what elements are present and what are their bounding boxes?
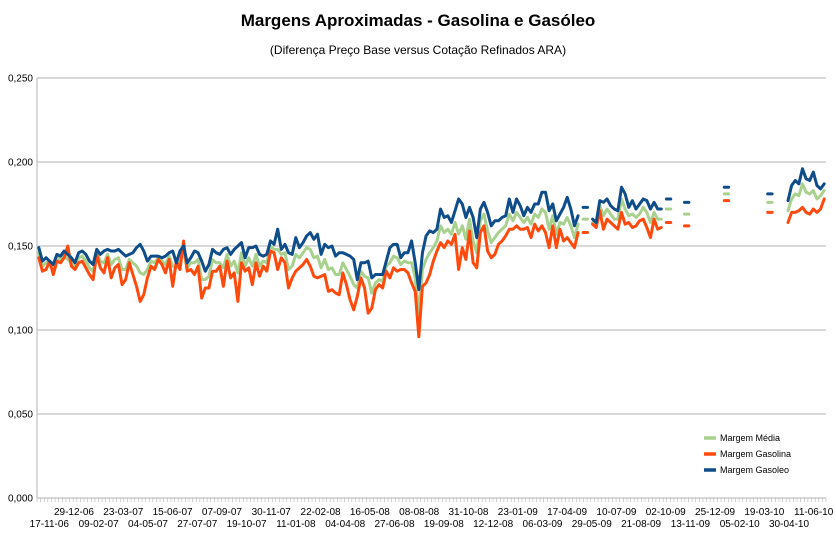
x-tick-label: 16-05-08 (350, 507, 390, 518)
series-1 (37, 197, 826, 339)
legend-label: Margem Média (720, 433, 780, 443)
x-tick-label: 06-03-09 (522, 519, 562, 530)
x-tick-label: 23-01-09 (498, 507, 538, 518)
plot-area: 0,0000,0500,1000,1500,2000,25017-11-0629… (8, 74, 834, 531)
series-line (786, 182, 826, 213)
x-tick-label: 11-06-10 (794, 507, 834, 518)
x-tick-label: 29-05-09 (572, 519, 612, 530)
series-line (786, 197, 826, 224)
x-tick-label: 10-07-09 (596, 507, 636, 518)
x-tick-label: 13-11-09 (671, 519, 711, 530)
series-line (591, 185, 663, 224)
x-tick-label: 29-12-06 (54, 507, 94, 518)
x-tick-label: 21-08-09 (621, 519, 661, 530)
y-tick-label: 0,150 (8, 242, 33, 253)
x-tick-label: 19-10-07 (227, 519, 267, 530)
y-tick-label: 0,250 (8, 74, 33, 85)
x-tick-label: 27-06-08 (375, 519, 415, 530)
x-tick-label: 17-11-06 (30, 519, 70, 530)
x-tick-label: 04-05-07 (128, 519, 168, 530)
series-line (591, 209, 663, 240)
x-tick-label: 30-11-07 (252, 507, 292, 518)
x-tick-label: 15-06-07 (153, 507, 193, 518)
x-tick-label: 23-03-07 (103, 507, 143, 518)
series-0 (37, 182, 826, 315)
series-line (37, 222, 580, 339)
x-tick-label: 19-03-10 (744, 507, 784, 518)
x-tick-label: 27-07-07 (177, 519, 217, 530)
legend-label: Margem Gasolina (720, 449, 791, 459)
x-tick-label: 11-01-08 (276, 519, 316, 530)
x-tick-label: 31-10-08 (448, 507, 488, 518)
y-tick-label: 0,100 (8, 326, 33, 337)
x-tick-label: 04-04-08 (325, 519, 365, 530)
x-tick-label: 07-09-07 (202, 507, 242, 518)
series-line (591, 197, 663, 228)
y-tick-label: 0,000 (8, 494, 33, 505)
x-tick-label: 19-09-08 (424, 519, 464, 530)
x-tick-label: 08-08-08 (399, 507, 439, 518)
x-tick-label: 02-10-09 (646, 507, 686, 518)
y-tick-label: 0,200 (8, 158, 33, 169)
legend-label: Margem Gasoleo (720, 465, 789, 475)
x-tick-label: 05-02-10 (720, 519, 760, 530)
legend: Margem Média Margem Gasolina Margem Gasole… (704, 433, 791, 475)
x-tick-label: 12-12-08 (473, 519, 513, 530)
x-tick-label: 30-04-10 (769, 519, 809, 530)
x-tick-label: 17-04-09 (547, 507, 587, 518)
x-tick-label: 09-02-07 (79, 519, 119, 530)
series-line (786, 167, 826, 203)
series-2 (37, 167, 826, 292)
chart-title: Margens Aproximadas - Gasolina e Gasóleo (241, 11, 596, 30)
series-line (37, 190, 580, 292)
y-tick-label: 0,050 (8, 410, 33, 421)
series-line (37, 207, 580, 315)
x-tick-label: 22-02-08 (301, 507, 341, 518)
x-tick-label: 25-12-09 (695, 507, 735, 518)
chart-subtitle: (Diferença Preço Base versus Cotação Ref… (270, 43, 566, 57)
